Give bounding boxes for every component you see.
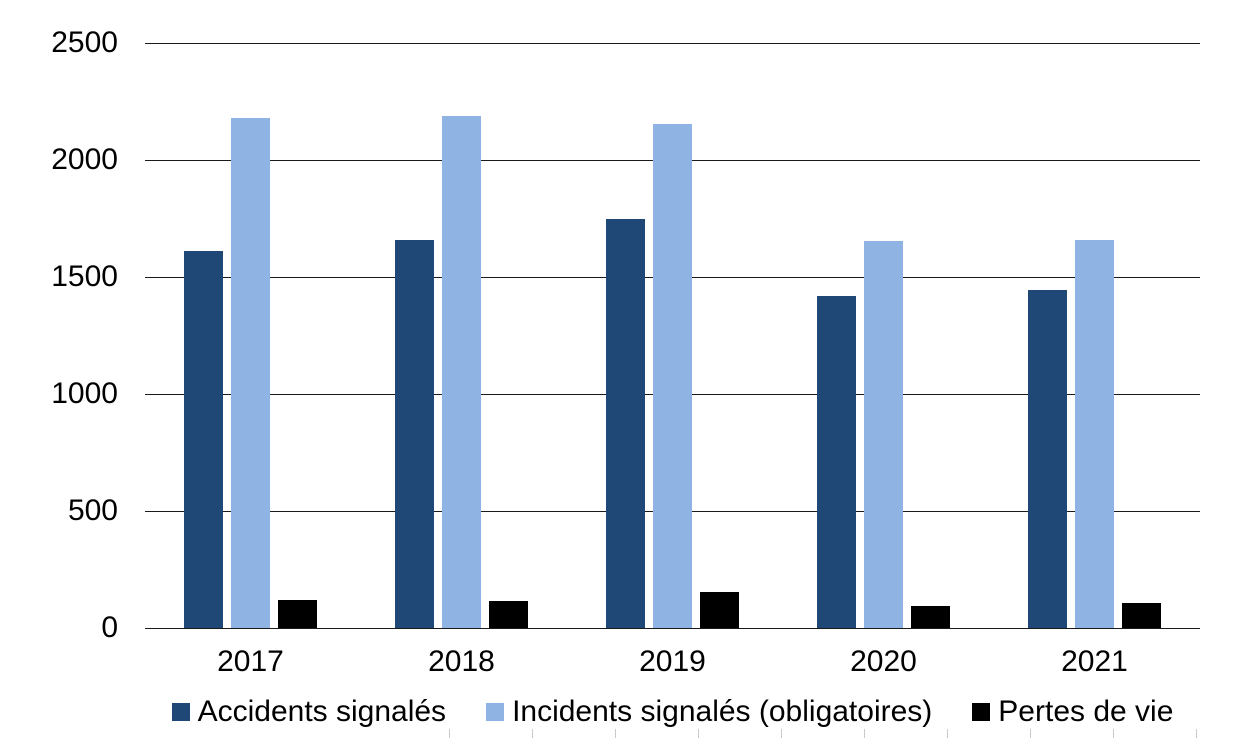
x-axis-label-2018: 2018 bbox=[428, 645, 495, 678]
bar-incidents-signales-obligatoires-2019 bbox=[653, 124, 692, 628]
legend-item-accidents-signales: Accidents signalés bbox=[171, 695, 447, 728]
bottom-edge-tick bbox=[698, 729, 699, 738]
y-axis-tick-label-2000: 2000 bbox=[51, 143, 118, 176]
bottom-edge-tick bbox=[947, 729, 948, 738]
plot-area bbox=[145, 42, 1200, 629]
bottom-edge-tick bbox=[1030, 729, 1031, 738]
bar-pertes-de-vie-2019 bbox=[700, 591, 739, 628]
y-axis-tick-label-1000: 1000 bbox=[51, 377, 118, 410]
x-axis-label-2019: 2019 bbox=[639, 645, 706, 678]
bar-group-2018 bbox=[356, 43, 567, 628]
y-axis-tick-label-0: 0 bbox=[101, 611, 118, 644]
legend-item-incidents-signales-obligatoires: Incidents signalés (obligatoires) bbox=[486, 696, 932, 728]
bottom-edge-tick bbox=[449, 729, 450, 738]
legend: Accidents signalés Incidents signalés (ob… bbox=[145, 696, 1200, 728]
bar-pertes-de-vie-2021 bbox=[1122, 603, 1161, 628]
bottom-edge-tick bbox=[864, 729, 865, 738]
bar-incidents-signales-obligatoires-2018 bbox=[442, 116, 481, 628]
bar-group-2017 bbox=[145, 43, 356, 628]
bar-accidents-signales-2017 bbox=[184, 250, 223, 628]
bar-accidents-signales-2018 bbox=[395, 239, 434, 628]
bottom-edge-tick bbox=[615, 729, 616, 738]
bar-group-2021 bbox=[989, 43, 1200, 628]
bar-accidents-signales-2019 bbox=[606, 218, 645, 628]
legend-label: Pertes de vie bbox=[998, 695, 1174, 728]
x-axis-line bbox=[145, 627, 1200, 629]
bottom-edge-tick bbox=[1196, 729, 1197, 738]
legend-color-swatch-icon bbox=[486, 703, 505, 721]
bar-pertes-de-vie-2017 bbox=[278, 599, 317, 628]
legend-color-swatch-icon bbox=[171, 703, 190, 721]
y-axis-tick-label-500: 500 bbox=[67, 494, 118, 527]
legend-label: Incidents signalés (obligatoires) bbox=[512, 695, 933, 728]
legend-item-pertes-de-vie: Pertes de vie bbox=[972, 696, 1173, 728]
bar-accidents-signales-2020 bbox=[817, 296, 856, 628]
gridline-2500 bbox=[145, 42, 1200, 44]
bar-pertes-de-vie-2020 bbox=[911, 605, 950, 628]
bar-incidents-signales-obligatoires-2020 bbox=[864, 240, 903, 628]
x-axis-label-2020: 2020 bbox=[850, 645, 917, 678]
bottom-edge-tick bbox=[781, 729, 782, 738]
x-axis-label-2021: 2021 bbox=[1061, 645, 1128, 678]
bar-group-2019 bbox=[567, 43, 778, 628]
bar-incidents-signales-obligatoires-2021 bbox=[1075, 239, 1114, 628]
x-axis-label-2017: 2017 bbox=[217, 645, 284, 678]
legend-color-swatch-icon bbox=[972, 703, 991, 721]
bottom-edge-tick bbox=[532, 729, 533, 738]
legend-label: Accidents signalés bbox=[197, 695, 447, 728]
bar-pertes-de-vie-2018 bbox=[489, 601, 528, 628]
y-axis-tick-label-1500: 1500 bbox=[51, 260, 118, 293]
bar-group-2020 bbox=[778, 43, 989, 628]
bar-incidents-signales-obligatoires-2017 bbox=[231, 117, 270, 628]
y-axis-tick-label-2500: 2500 bbox=[51, 26, 118, 59]
bar-accidents-signales-2021 bbox=[1028, 289, 1067, 628]
bottom-edge-tick bbox=[1113, 729, 1114, 738]
